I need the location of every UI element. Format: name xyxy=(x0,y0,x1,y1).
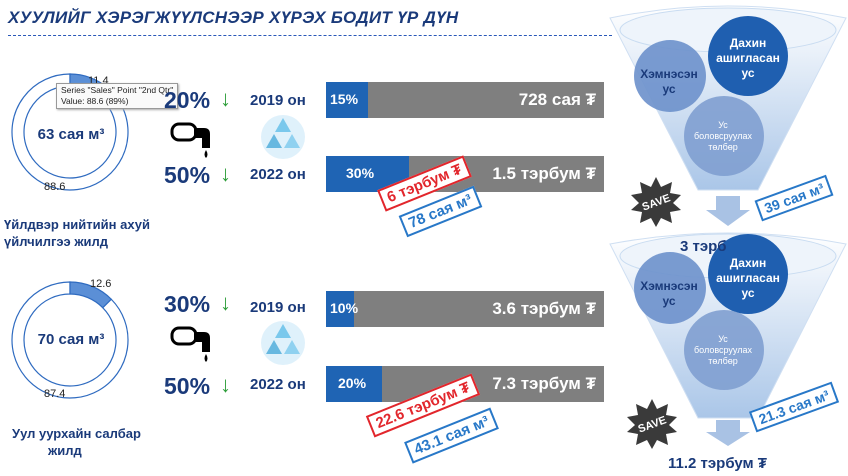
recycle-icon xyxy=(261,321,305,365)
down-arrow-icon: ↓ xyxy=(220,290,231,315)
donut-chart-2 xyxy=(11,281,129,399)
tooltip-line: Value: 88.6 (89%) xyxy=(61,96,129,106)
cost-bar: 10% 3.6 тэрбум ₮ xyxy=(326,291,604,327)
bar-fill xyxy=(326,82,368,118)
donut-slice-main xyxy=(11,73,129,191)
bar-fill-label: 20% xyxy=(338,375,367,391)
funnel-circle xyxy=(708,234,788,314)
bar-fill-label: 15% xyxy=(330,91,359,107)
funnel-label-saved: Хэмнэсэн ус xyxy=(640,67,698,96)
water-tap-icon xyxy=(170,122,210,158)
donut-slice-main xyxy=(11,281,129,399)
funnel-circle xyxy=(708,16,788,96)
funnel-diagram xyxy=(609,5,847,446)
section-caption: Уул уурхайн салбар xyxy=(12,426,141,441)
chart-tooltip: Series "Sales" Point "2nd Qtr" Value: 88… xyxy=(56,83,179,109)
donut-main-label: 88.6 xyxy=(44,181,66,193)
down-arrow-icon: ↓ xyxy=(220,372,231,397)
cost-bar: 30% 1.5 тэрбум ₮ xyxy=(326,156,604,192)
funnel-circle xyxy=(634,252,706,324)
section-caption: жилд xyxy=(48,443,82,458)
page-title: ХУУЛИЙГ ХЭРЭГЖҮҮЛСНЭЭР ХҮРЭХ БОДИТ ҮР ДҮ… xyxy=(8,8,459,27)
save-badge-icon: SAVE xyxy=(631,177,681,227)
reduction-percent: 20% xyxy=(164,87,211,113)
funnel-total-top: 3 тэрб xyxy=(680,238,727,255)
bar-total-label: 3.6 тэрбум ₮ xyxy=(492,299,596,318)
save-badge-icon: SAVE xyxy=(627,399,677,449)
donut-slice-label: 12.6 xyxy=(90,278,112,290)
funnel-label-treatment: Ус боловсруулах төлбөр xyxy=(694,120,752,152)
bar-fill xyxy=(326,366,382,402)
recycle-icon xyxy=(261,115,305,159)
cost-bar: 15% 728 сая ₮ xyxy=(326,82,604,118)
reduction-percent: 30% xyxy=(164,291,211,317)
section-caption: Үйлдвэр нийтийн ахуй xyxy=(4,217,150,232)
funnel-label-saved: Хэмнэсэн ус xyxy=(640,279,698,308)
donut-main-label: 87.4 xyxy=(44,388,66,400)
section-caption: үйлчилгээ жилд xyxy=(4,234,109,249)
down-arrow-icon: ↓ xyxy=(220,86,231,111)
year-label: 2019 он xyxy=(250,299,306,316)
reduction-percent: 50% xyxy=(164,162,211,188)
donut-center-label: 70 сая м³ xyxy=(37,331,105,348)
year-label: 2019 он xyxy=(250,92,306,109)
funnel-label-reused: Дахин ашигласан ус xyxy=(716,36,780,80)
reduction-percent: 50% xyxy=(164,373,211,399)
donut-center-label: 63 сая м³ xyxy=(37,126,105,143)
bar-fill-label: 10% xyxy=(330,300,359,316)
bar-total-label: 7.3 тэрбум ₮ xyxy=(492,374,596,393)
funnel-label-treatment: Ус боловсруулах төлбөр xyxy=(694,334,752,366)
donut-slice-small xyxy=(69,281,113,309)
down-arrow-icon: ↓ xyxy=(220,161,231,186)
bar-fill-label: 30% xyxy=(346,165,375,181)
bar-fill xyxy=(326,291,354,327)
water-tap-icon xyxy=(170,326,210,362)
tooltip-line: Series "Sales" Point "2nd Qtr" xyxy=(61,85,174,95)
funnel-circle xyxy=(634,40,706,112)
bar-total-label: 728 сая ₮ xyxy=(518,90,596,109)
funnel-total-bottom: 11.2 тэрбум ₮ xyxy=(668,455,767,472)
funnel-circle xyxy=(684,310,764,390)
bar-total-label: 1.5 тэрбум ₮ xyxy=(492,164,596,183)
year-label: 2022 он xyxy=(250,166,306,183)
year-label: 2022 он xyxy=(250,376,306,393)
title-divider xyxy=(8,35,612,36)
funnel-circle xyxy=(684,96,764,176)
funnel-label-reused: Дахин ашигласан ус xyxy=(716,256,780,300)
